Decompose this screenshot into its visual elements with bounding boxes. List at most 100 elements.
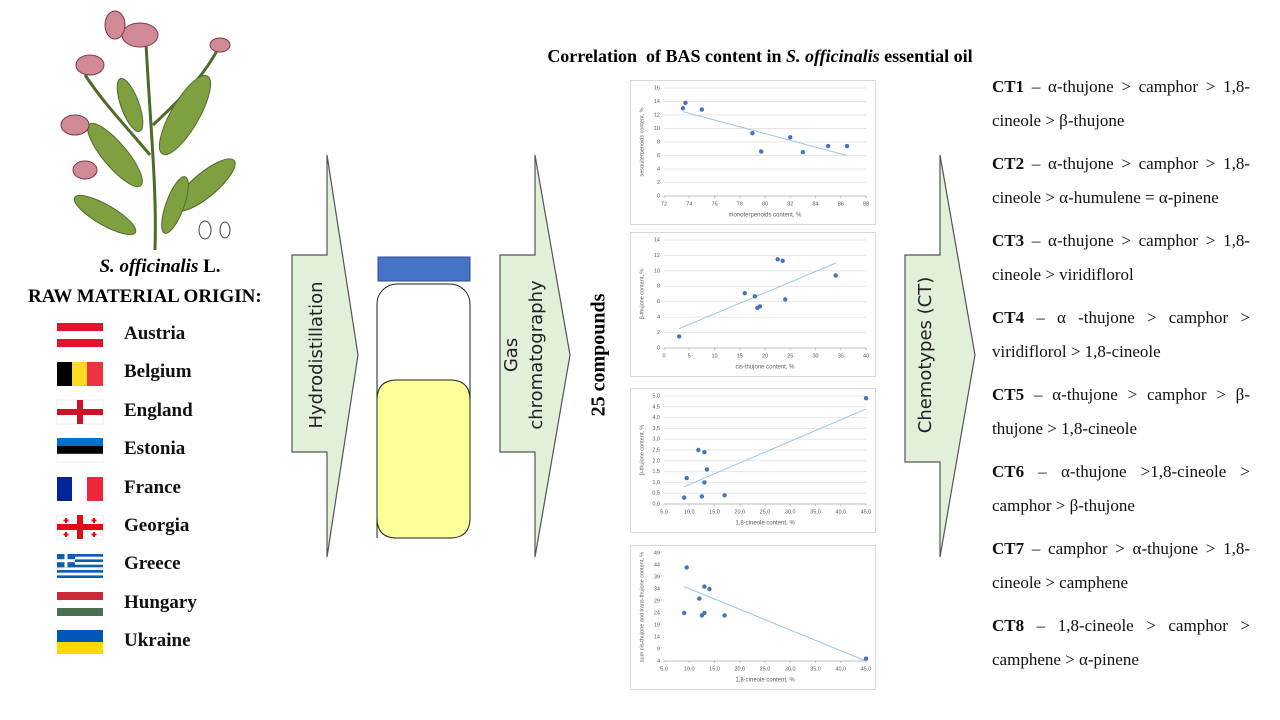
x-tick-label: 82: [787, 201, 793, 207]
data-point: [825, 143, 831, 149]
y-tick-label: 1,5: [652, 469, 660, 475]
y-tick-label: 2,5: [652, 447, 660, 453]
step-label: chromatography: [526, 280, 547, 430]
species-title: S. officinalis L.: [0, 256, 320, 278]
x-tick-label: 25: [787, 353, 793, 359]
data-point: [722, 493, 727, 498]
chemotype: CT2 – α-thujone > camphor > 1,8-cineole …: [992, 147, 1250, 214]
data-point: [775, 257, 780, 262]
data-point: [696, 447, 701, 453]
trend-line: [682, 111, 848, 156]
scatter-chart: 0 2 4 6 8 10 12 14 16 72 74 76 78 80 82 84 86 88 monoterpe…: [630, 80, 876, 225]
y-tick-label: 0: [657, 345, 660, 351]
x-tick-label: 0: [662, 353, 665, 359]
data-point: [863, 395, 869, 401]
chemotype-label: CT7: [992, 539, 1025, 558]
y-tick-label: 4: [657, 315, 660, 321]
x-tick-label: 30,0: [785, 666, 796, 672]
x-tick-label: 20,0: [734, 666, 745, 672]
x-tick-label: 20,0: [734, 509, 745, 515]
chemotype: CT6 – α-thujone >1,8-cineole > camphor >…: [992, 455, 1250, 522]
arrow: [904, 154, 976, 558]
country-name: Hungary: [124, 591, 197, 613]
chemotype-text: – α-thujone > camphor > 1,8-cineole > α-…: [992, 154, 1251, 207]
chemotype: CT4 – α -thujone > camphor > viridifloro…: [992, 301, 1250, 368]
chemotype-text: – α-thujone >1,8-cineole > camphor > β-t…: [992, 462, 1251, 515]
y-tick-label: 0: [657, 193, 660, 199]
y-tick-label: 4,0: [652, 415, 660, 421]
data-point: [742, 291, 747, 296]
data-point: [863, 656, 869, 661]
chemotype-label: CT1: [992, 77, 1025, 96]
x-tick-label: 25,0: [760, 666, 771, 672]
species-suffix: L.: [203, 256, 221, 277]
chemotype-text: – α-thujone > camphor > 1,8-cineole > β-…: [992, 77, 1251, 130]
data-point: [699, 107, 705, 112]
y-tick-label: 49: [654, 550, 660, 556]
x-tick-label: 5: [688, 353, 691, 359]
data-point: [682, 495, 687, 500]
oil-layer: [376, 379, 471, 539]
step-label: Gas: [501, 338, 522, 372]
chemotype-label: CT5: [992, 385, 1025, 404]
data-point: [702, 584, 707, 589]
y-tick-label: 16: [654, 85, 660, 91]
trend-line: [678, 262, 836, 330]
country-name: Georgia: [124, 515, 190, 536]
y-axis-label: sesquiterpenoids content, %: [639, 107, 645, 176]
x-tick-label: 35,0: [810, 509, 821, 515]
y-axis-label: β-thujone content, %: [639, 269, 645, 320]
data-point: [750, 131, 755, 136]
title-part: S. officinalis: [785, 46, 880, 66]
x-tick-label: 5,0: [660, 666, 668, 672]
data-point: [788, 135, 793, 140]
x-tick-label: 10,0: [684, 666, 695, 672]
country-name: France: [124, 476, 181, 498]
chemotype-text: – 1,8-cineole > camphor > camphene > α-p…: [992, 616, 1250, 669]
y-tick-label: 19: [654, 622, 660, 628]
x-tick-label: 20: [762, 353, 768, 359]
data-point: [722, 613, 727, 618]
x-tick-label: 74: [686, 201, 692, 207]
chemotype-label: CT3: [992, 231, 1025, 250]
chemotype: CT3 – α-thujone > camphor > 1,8-cineole …: [992, 224, 1250, 291]
y-tick-label: 12: [654, 253, 660, 259]
y-axis-label: β-thujone content, %: [639, 425, 645, 476]
arrow: [291, 154, 359, 558]
x-tick-label: 76: [711, 201, 717, 207]
step-label: Chemotypes (CT): [915, 277, 936, 434]
data-point: [684, 475, 689, 481]
y-tick-label: 14: [654, 634, 660, 640]
flags: [56, 323, 104, 654]
x-tick-label: 45,0: [861, 509, 872, 515]
x-tick-label: 78: [737, 201, 743, 207]
data-point: [833, 273, 838, 278]
y-tick-label: 24: [654, 610, 660, 616]
chemotype-label: CT4: [992, 308, 1025, 327]
x-tick-label: 30: [812, 353, 818, 359]
data-point: [800, 149, 806, 155]
y-tick-label: 3,5: [652, 426, 660, 432]
country-name: Ukraine: [124, 630, 191, 652]
y-tick-label: 1,0: [652, 480, 660, 486]
x-tick-label: 86: [838, 201, 844, 207]
y-tick-label: 8: [657, 284, 660, 290]
y-tick-label: 4: [657, 166, 660, 172]
y-tick-label: 8: [657, 139, 660, 145]
trend-line: [684, 586, 867, 662]
chemotype-text: – α-thujone > camphor > β-thujone > 1,8-…: [992, 385, 1250, 438]
y-tick-label: 2: [657, 180, 660, 186]
data-point: [757, 304, 763, 309]
country-name: Belgium: [124, 361, 192, 383]
y-tick-label: 10: [654, 126, 660, 132]
y-tick-label: 10: [654, 268, 660, 274]
y-tick-label: 4,5: [652, 404, 660, 410]
x-axis-label: 1,8-cineole content, %: [735, 521, 795, 527]
x-axis-label: 1,8-cineole content, %: [735, 678, 795, 684]
data-point: [707, 586, 712, 592]
x-tick-label: 80: [762, 201, 768, 207]
x-tick-label: 72: [661, 201, 667, 207]
y-tick-label: 6: [657, 153, 660, 159]
x-tick-label: 45,0: [861, 666, 872, 672]
